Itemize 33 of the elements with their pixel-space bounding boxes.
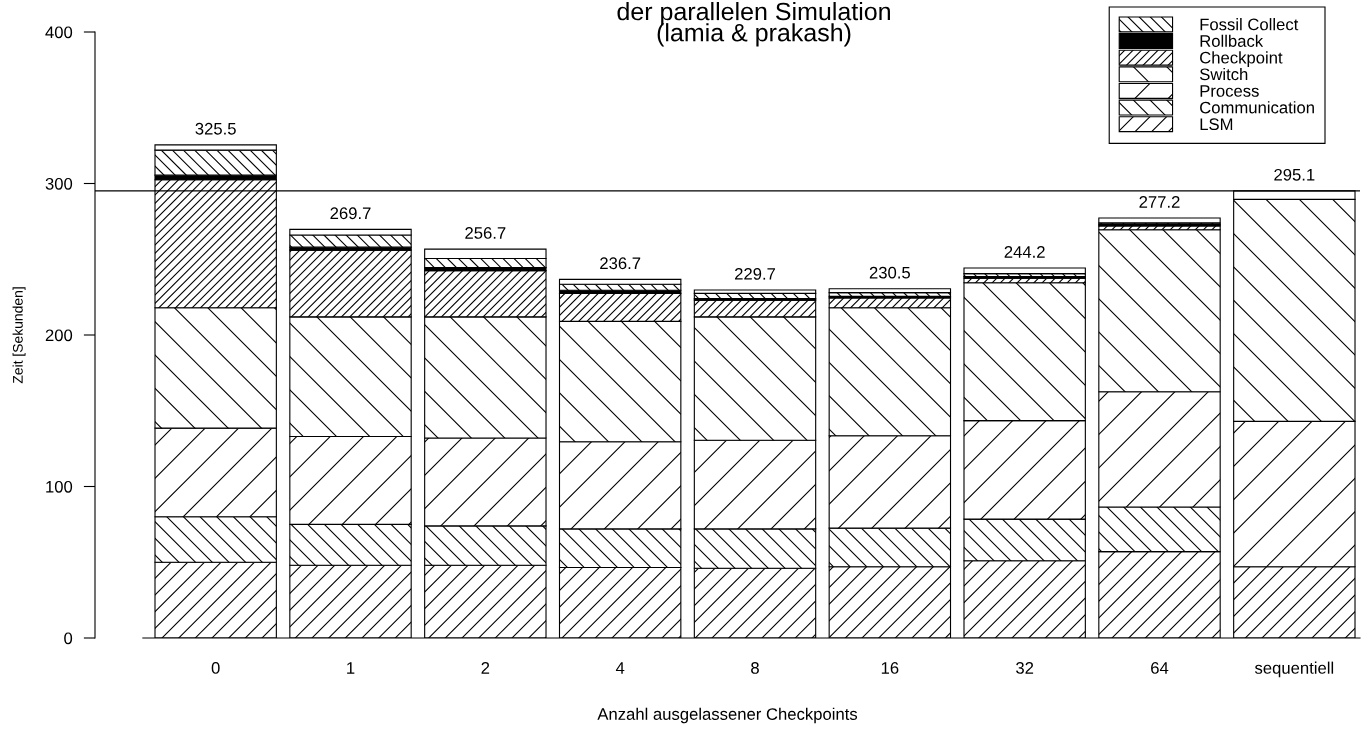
total-label: 269.7 [330, 207, 371, 220]
total-label: 236.7 [600, 257, 641, 270]
legend-label: Communication [1200, 101, 1314, 114]
total-label: 229.7 [734, 267, 776, 280]
y-tick-label: 0 [64, 632, 73, 645]
legend-label: Process [1200, 85, 1259, 97]
y-tick-label: 300 [45, 177, 73, 190]
y-tick-label: 400 [45, 26, 73, 39]
legend-label: Rollback [1200, 34, 1264, 47]
total-label: 256.7 [465, 227, 506, 239]
x-tick-label: 2 [481, 662, 490, 674]
x-tick-label: 0 [211, 662, 220, 674]
legend-label: Checkpoint [1200, 51, 1283, 67]
total-label: 230.5 [869, 266, 910, 279]
x-tick-label: 8 [751, 662, 759, 674]
chart-title: der parallelen Simulation (lamia & prakash) [617, 2, 890, 47]
total-label: 244.2 [1004, 246, 1045, 258]
y-tick-label: 100 [46, 480, 73, 493]
total-label: 295.1 [1274, 168, 1315, 181]
x-tick-label: 4 [615, 662, 625, 674]
y-tick-label: 200 [45, 329, 73, 342]
x-tick-label: 64 [1151, 662, 1169, 674]
legend-label: Switch [1199, 67, 1248, 81]
x-tick-label: 32 [1016, 662, 1034, 674]
legend-label: LSM [1200, 118, 1233, 131]
legend-label: Fossil Collect [1200, 18, 1299, 31]
total-label: 325.5 [195, 122, 236, 135]
total-label: 277.2 [1139, 196, 1180, 208]
x-tick-label: 1 [347, 662, 355, 674]
x-tick-label: 16 [881, 662, 899, 674]
x-axis-title: Anzahl ausgelassener Checkpoints [597, 707, 858, 724]
y-axis-title: Zeit [Sekunden] [12, 287, 26, 384]
x-tick-label: sequentiell [1254, 661, 1334, 678]
